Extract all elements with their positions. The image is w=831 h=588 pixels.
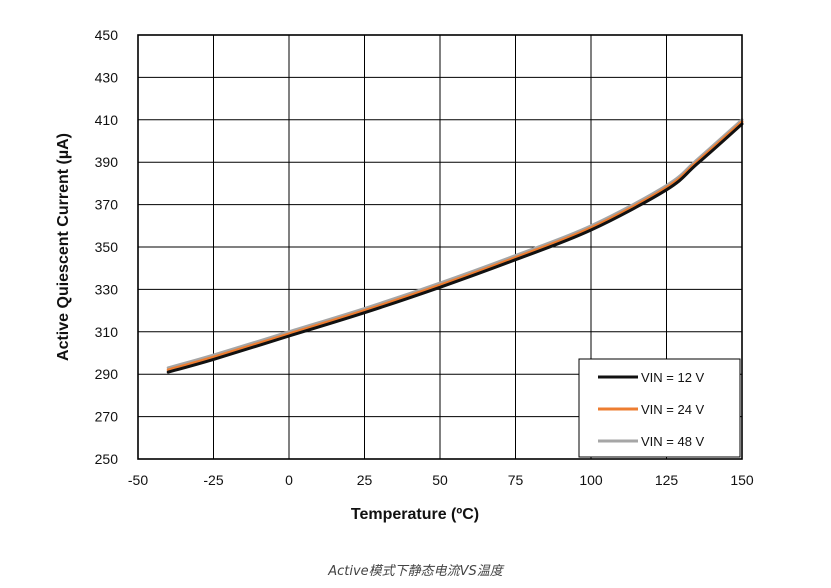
y-tick-label: 430 — [95, 69, 119, 85]
y-tick-label: 270 — [95, 409, 119, 425]
x-tick-label: -50 — [128, 472, 148, 488]
y-tick-labels: 250 270 290 310 330 350 370 390 410 430 450 — [95, 27, 119, 467]
y-tick-label: 250 — [95, 451, 119, 467]
x-tick-label: 100 — [579, 472, 603, 488]
legend-label: VIN = 12 V — [641, 370, 705, 385]
y-tick-label: 290 — [95, 366, 119, 382]
x-tick-label: 50 — [432, 472, 448, 488]
legend-label: VIN = 48 V — [641, 434, 705, 449]
series-line-24v — [166, 120, 744, 372]
x-tick-label: 125 — [655, 472, 679, 488]
plot-frame — [137, 34, 743, 460]
y-tick-label: 450 — [95, 27, 119, 43]
x-tick-label: 150 — [730, 472, 754, 488]
y-tick-label: 350 — [95, 239, 119, 255]
series-line-12v — [166, 122, 744, 374]
y-tick-label: 330 — [95, 281, 119, 297]
y-tick-label: 410 — [95, 112, 119, 128]
x-axis-title: Temperature (ºC) — [351, 506, 479, 523]
series-line-48v — [166, 118, 744, 370]
x-tick-label: 75 — [508, 472, 524, 488]
legend: VIN = 12 V VIN = 24 V VIN = 48 V — [578, 358, 741, 458]
y-tick-label: 390 — [95, 154, 119, 170]
series-lines — [166, 118, 744, 374]
x-tick-label: -25 — [203, 472, 223, 488]
legend-label: VIN = 24 V — [641, 402, 705, 417]
x-tick-label: 25 — [357, 472, 373, 488]
y-axis-title: Active Quiescent Current (µA) — [55, 133, 72, 361]
y-tick-label: 370 — [95, 197, 119, 213]
x-tick-label: 0 — [285, 472, 293, 488]
x-tick-labels: -50 -25 0 25 50 75 100 125 150 — [128, 472, 754, 488]
figure-caption: Active模式下静态电流VS温度 — [328, 564, 503, 579]
y-tick-label: 310 — [95, 324, 119, 340]
